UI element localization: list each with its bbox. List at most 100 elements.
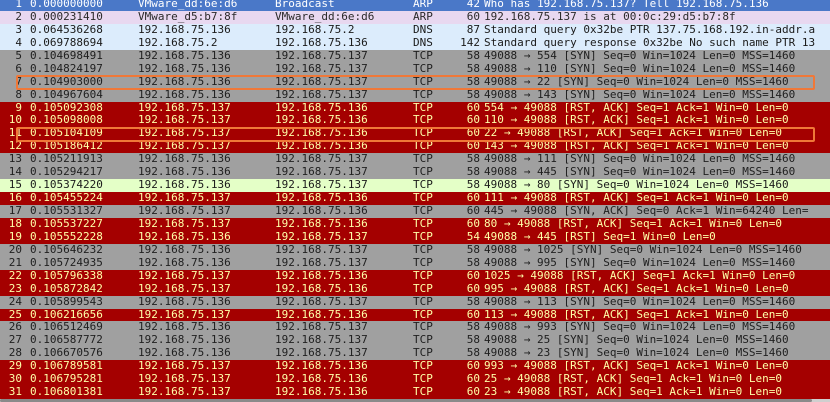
- packet-row[interactable]: 14 0.105294217 192.168.75.136 192.168.75.13…: [0, 165, 830, 180]
- packet-row[interactable]: 5 0.104698491 192.168.75.136 192.168.75.137…: [0, 48, 830, 63]
- packet-protocol: TCP: [413, 113, 433, 127]
- packet-row[interactable]: 24 0.105899543 192.168.75.136 192.168.75.13…: [0, 294, 830, 309]
- packet-protocol: TCP: [413, 165, 433, 179]
- packet-source: 192.168.75.137: [138, 372, 231, 386]
- packet-protocol: TCP: [413, 294, 433, 308]
- packet-info: 445 → 49088 [SYN, ACK] Seq=0 Ack=1 Win=6…: [484, 204, 809, 217]
- packet-row[interactable]: 3 0.064536268 192.168.75.136 192.168.75.2 DN…: [0, 22, 830, 37]
- packet-row[interactable]: 29 0.106789581 192.168.75.137 192.168.75.13…: [0, 359, 830, 374]
- packet-protocol: TCP: [413, 372, 433, 386]
- packet-row[interactable]: 16 0.105455224 192.168.75.137 192.168.75.13…: [0, 191, 830, 205]
- packet-protocol: TCP: [413, 74, 433, 88]
- packet-row[interactable]: 26 0.106512469 192.168.75.136 192.168.75.13…: [0, 320, 830, 335]
- packet-row[interactable]: 23 0.105872842 192.168.75.137 192.168.75.13…: [0, 281, 830, 296]
- packet-row[interactable]: 25 0.106216656 192.168.75.137 192.168.75.13…: [0, 307, 830, 322]
- packet-time: 0.105374220: [30, 178, 103, 192]
- packet-destination: 192.168.75.137: [275, 74, 368, 88]
- packet-protocol: DNS: [413, 22, 433, 36]
- packet-row[interactable]: 30 0.106795281 192.168.75.137 192.168.75.13…: [0, 372, 830, 387]
- packet-source: 192.168.75.136: [138, 74, 231, 88]
- packet-row[interactable]: 28 0.106670576 192.168.75.136 192.168.75.13…: [0, 346, 830, 361]
- packet-row[interactable]: 18 0.105537227 192.168.75.137 192.168.75.13…: [0, 216, 830, 231]
- packet-row[interactable]: 12 0.105186412 192.168.75.137 192.168.75.13…: [0, 139, 830, 154]
- packet-row[interactable]: 2 0.000231410 VMware_d5:b7:8f VMware_dd:6e:…: [0, 9, 830, 24]
- packet-length: 60: [466, 191, 480, 205]
- packet-time: 0.105104109: [30, 126, 103, 140]
- packet-length: 60: [466, 126, 480, 140]
- packet-number: 25: [8, 307, 22, 321]
- packet-row[interactable]: 9 0.105092308 192.168.75.137 192.168.75.136…: [0, 101, 830, 115]
- packet-number: 20: [8, 242, 22, 256]
- packet-protocol: TCP: [413, 216, 433, 230]
- packet-number: 14: [8, 165, 22, 179]
- packet-source: 192.168.75.136: [138, 87, 231, 101]
- packet-length: 60: [466, 139, 480, 153]
- packet-length: 58: [466, 74, 480, 88]
- packet-source: 192.168.75.137: [138, 216, 231, 230]
- packet-length: 58: [466, 152, 480, 166]
- packet-info: 49088 → 995 [SYN] Seq=0 Win=1024 Len=0 M…: [484, 255, 796, 269]
- packet-protocol: TCP: [413, 346, 433, 360]
- packet-length: 58: [466, 48, 480, 62]
- packet-destination: VMware_dd:6e:d6: [275, 9, 375, 23]
- packet-row[interactable]: 15 0.105374220 192.168.75.136 192.168.75.13…: [0, 178, 830, 193]
- packet-number: 1: [15, 0, 22, 10]
- packet-protocol: TCP: [413, 268, 433, 282]
- packet-info: 49088 → 554 [SYN] Seq=0 Win=1024 Len=0 M…: [484, 48, 796, 62]
- packet-row[interactable]: 27 0.106587772 192.168.75.136 192.168.75.13…: [0, 333, 830, 348]
- packet-number: 12: [8, 139, 22, 153]
- packet-source: 192.168.75.136: [138, 346, 231, 360]
- packet-row[interactable]: 11 0.105104109 192.168.75.137 192.168.75.13…: [0, 126, 830, 141]
- packet-row[interactable]: 10 0.105098008 192.168.75.137 192.168.75.13…: [0, 113, 830, 128]
- packet-time: 0.105796338: [30, 268, 103, 282]
- packet-info: 49088 → 993 [SYN] Seq=0 Win=1024 Len=0 M…: [484, 320, 796, 334]
- packet-source: 192.168.75.137: [138, 268, 231, 282]
- horizontal-scrollbar[interactable]: [0, 399, 830, 402]
- packet-number: 6: [15, 61, 22, 75]
- packet-row[interactable]: 31 0.106801381 192.168.75.137 192.168.75.13…: [0, 385, 830, 400]
- packet-row[interactable]: 4 0.069788694 192.168.75.2 192.168.75.136 DN…: [0, 35, 830, 50]
- packet-row[interactable]: 19 0.105552228 192.168.75.136 192.168.75.13…: [0, 230, 830, 244]
- packet-time: 0.106587772: [30, 333, 103, 347]
- packet-length: 60: [466, 113, 480, 127]
- packet-row[interactable]: 22 0.105796338 192.168.75.137 192.168.75.13…: [0, 268, 830, 283]
- scrollbar-thumb[interactable]: [0, 399, 812, 402]
- packet-source: 192.168.75.137: [138, 126, 231, 140]
- packet-protocol: TCP: [413, 61, 433, 75]
- packet-time: 0.105211913: [30, 152, 103, 166]
- packet-row[interactable]: 21 0.105724935 192.168.75.136 192.168.75.13…: [0, 255, 830, 270]
- packet-time: 0.105537227: [30, 216, 103, 230]
- packet-source: 192.168.75.136: [138, 178, 231, 192]
- packet-source: 192.168.75.2: [138, 35, 218, 49]
- packet-row[interactable]: 20 0.105646232 192.168.75.136 192.168.75.13…: [0, 242, 830, 257]
- packet-row[interactable]: 7 0.104903000 192.168.75.136 192.168.75.137…: [0, 74, 830, 89]
- packet-number: 18: [8, 216, 22, 230]
- packet-row[interactable]: 13 0.105211913 192.168.75.136 192.168.75.13…: [0, 152, 830, 167]
- packet-row[interactable]: 8 0.104967604 192.168.75.136 192.168.75.137…: [0, 87, 830, 102]
- packet-length: 58: [466, 87, 480, 101]
- packet-info: 49088 → 110 [SYN] Seq=0 Win=1024 Len=0 M…: [484, 61, 796, 75]
- packet-number: 16: [8, 191, 22, 205]
- packet-time: 0.105872842: [30, 281, 103, 295]
- packet-destination: 192.168.75.136: [275, 307, 368, 321]
- packet-length: 60: [466, 281, 480, 295]
- packet-number: 28: [8, 346, 22, 360]
- packet-time: 0.106801381: [30, 385, 103, 399]
- packet-time: 0.106795281: [30, 372, 103, 386]
- packet-protocol: TCP: [413, 191, 433, 205]
- packet-source: 192.168.75.137: [138, 204, 231, 217]
- packet-protocol: TCP: [413, 333, 433, 347]
- packet-row[interactable]: 17 0.105531327 192.168.75.137 192.168.75.13…: [0, 204, 830, 218]
- packet-length: 58: [466, 165, 480, 179]
- packet-row[interactable]: 1 0.000000000 VMware_dd:6e:d6 Broadcast ARP 4…: [0, 0, 830, 11]
- packet-number: 22: [8, 268, 22, 282]
- packet-number: 10: [8, 113, 22, 127]
- packet-info: 23 → 49088 [RST, ACK] Seq=1 Ack=1 Win=0 …: [484, 385, 783, 399]
- packet-row[interactable]: 6 0.104824197 192.168.75.136 192.168.75.137…: [0, 61, 830, 76]
- packet-number: 13: [8, 152, 22, 166]
- packet-source: 192.168.75.136: [138, 48, 231, 62]
- packet-length: 142: [460, 35, 480, 49]
- packet-destination: 192.168.75.137: [275, 346, 368, 360]
- packet-destination: 192.168.75.136: [275, 204, 368, 217]
